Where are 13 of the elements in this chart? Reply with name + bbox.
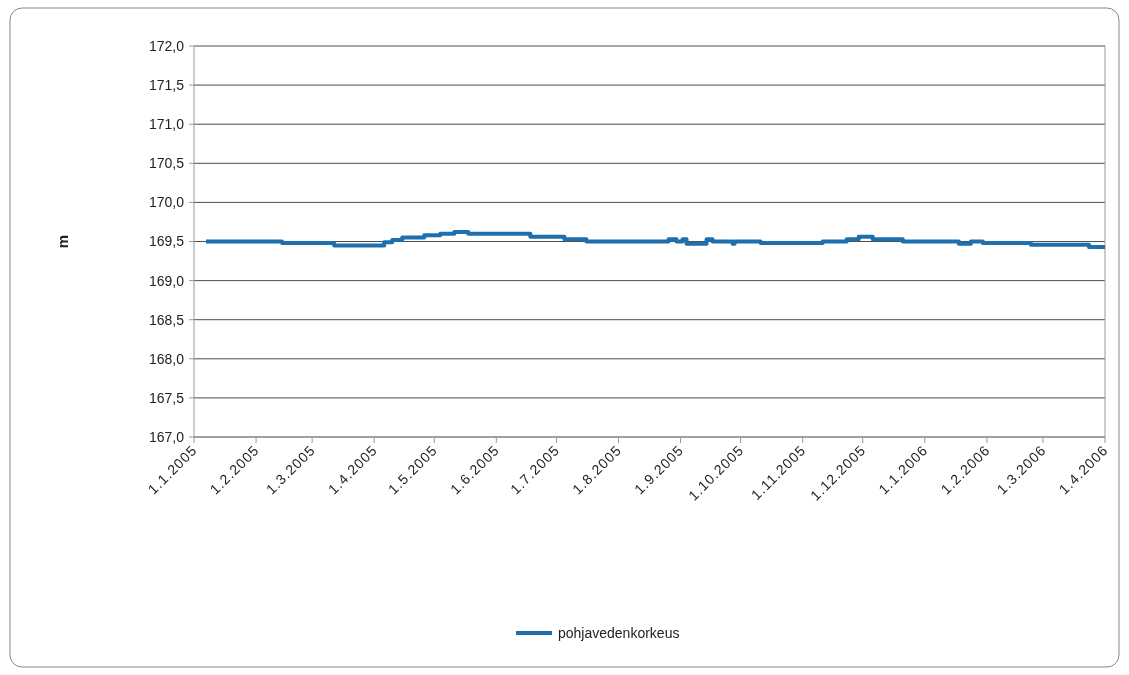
y-tick-label: 172,0 [148,37,185,54]
y-tick-label: 171,5 [148,77,185,93]
y-tick-label: 169,0 [148,272,185,289]
y-tick-label: 169,5 [148,233,185,250]
y-tick-label: 170,0 [148,194,185,211]
y-tick-label: 167,0 [148,428,185,445]
y-tick-label: 168,5 [148,311,185,328]
legend-label: pohjavedenkorkeus [558,624,680,641]
y-tick-label: 170,5 [148,155,185,172]
y-tick-label: 171,0 [148,116,185,133]
y-tick-label: 168,0 [148,350,185,367]
y-axis-title: m [54,234,71,249]
y-tick-label: 167,5 [148,389,185,406]
